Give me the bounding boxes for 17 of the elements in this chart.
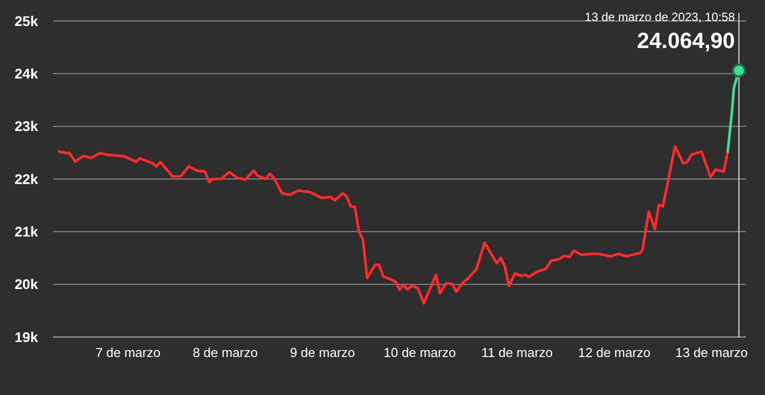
y-tick-label: 22k: [14, 170, 38, 187]
y-tick-label: 19k: [14, 328, 38, 345]
x-tick-label: 7 de marzo: [95, 345, 160, 360]
x-tick-label: 8 de marzo: [192, 345, 258, 360]
y-tick-label: 23k: [14, 118, 38, 134]
x-tick-label: 12 de marzo: [578, 345, 650, 360]
x-tick-label: 11 de marzo: [481, 345, 553, 360]
y-tick-label: 25k: [14, 12, 38, 29]
x-tick-label: 13 de marzo: [675, 345, 748, 360]
x-tick-label: 10 de marzo: [384, 345, 456, 360]
y-tick-label: 24k: [14, 66, 38, 82]
x-tick-label: 9 de marzo: [290, 345, 356, 360]
y-tick-label: 21k: [14, 224, 38, 240]
line-series: [58, 145, 730, 305]
annotation: 13 de marzo de 2023, 10:58: [584, 10, 736, 24]
y-tick-label: 20k: [14, 276, 38, 292]
annotation: 24.064,90: [637, 28, 735, 53]
